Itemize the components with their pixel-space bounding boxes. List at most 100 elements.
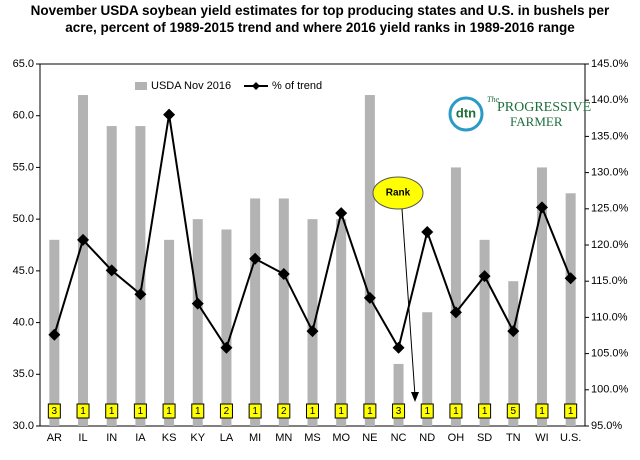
- x-tick-label: IL: [78, 432, 87, 444]
- x-tick-label: WI: [535, 432, 548, 444]
- y2-tick-label: 140.0%: [591, 94, 629, 106]
- rank-box: [506, 403, 520, 419]
- logo-text: The: [487, 95, 499, 104]
- y-tick-label: 50.0: [13, 213, 34, 225]
- rank-box: [162, 403, 176, 419]
- marker: [478, 270, 491, 283]
- rank-label: 1: [166, 406, 172, 417]
- rank-box: [133, 403, 147, 419]
- rank-label: 5: [511, 406, 517, 417]
- x-tick-label: OH: [448, 432, 465, 444]
- x-tick-label: AR: [47, 432, 62, 444]
- marker: [535, 201, 548, 214]
- rank-box: [47, 403, 61, 419]
- rank-label: 1: [568, 406, 574, 417]
- marker: [134, 288, 147, 301]
- rank-label: 3: [396, 406, 402, 417]
- rank-box: [105, 403, 119, 419]
- x-tick-label: TN: [506, 432, 521, 444]
- rank-label: 1: [424, 406, 430, 417]
- y-tick-label: 35.0: [13, 368, 34, 380]
- bar: [393, 363, 404, 426]
- y-tick-label: 55.0: [13, 161, 34, 173]
- legend-swatch: [135, 82, 147, 90]
- rank-label: 1: [109, 406, 115, 417]
- rank-label: 1: [367, 406, 373, 417]
- rank-box: [478, 403, 492, 419]
- x-tick-label: NE: [362, 432, 377, 444]
- bar: [78, 95, 89, 427]
- bar: [479, 239, 490, 426]
- rank-box: [535, 403, 549, 419]
- bar: [565, 193, 576, 426]
- y2-tick-label: 125.0%: [591, 203, 629, 215]
- x-tick-label: ND: [419, 432, 435, 444]
- x-tick-label: MI: [249, 432, 261, 444]
- rank-box: [219, 403, 233, 419]
- y2-tick-label: 95.0%: [591, 420, 622, 432]
- rank-box: [449, 403, 463, 419]
- x-tick-label: MS: [304, 432, 321, 444]
- x-tick-label: U.S.: [560, 432, 581, 444]
- rank-label: 2: [224, 406, 230, 417]
- marker: [77, 233, 90, 246]
- marker: [335, 207, 348, 220]
- rank-label: 1: [138, 406, 144, 417]
- marker: [449, 306, 462, 319]
- marker: [48, 328, 61, 341]
- logo-mark: dtn: [456, 105, 476, 120]
- rank-label: 2: [281, 406, 287, 417]
- x-tick-label: MO: [332, 432, 350, 444]
- rank-box: [392, 403, 406, 419]
- y-tick-label: 40.0: [13, 316, 34, 328]
- marker: [363, 291, 376, 304]
- x-tick-label: KS: [162, 432, 177, 444]
- rank-label: 1: [80, 406, 86, 417]
- annotation-bubble: [372, 176, 424, 210]
- bar: [278, 198, 289, 426]
- x-tick-label: MN: [275, 432, 292, 444]
- bar: [508, 281, 519, 426]
- x-tick-label: SD: [477, 432, 492, 444]
- marker: [163, 108, 176, 121]
- rank-box: [306, 403, 319, 419]
- annotation-arrowhead: [411, 392, 419, 402]
- marker: [421, 225, 434, 238]
- logo-text: FARMER: [510, 114, 563, 129]
- x-tick-label: KY: [190, 432, 205, 444]
- marker: [191, 297, 204, 310]
- rank-box: [76, 403, 90, 419]
- bar: [221, 229, 232, 426]
- y2-tick-label: 115.0%: [591, 275, 628, 287]
- bar: [422, 312, 433, 426]
- y2-tick-label: 105.0%: [591, 348, 629, 360]
- bar: [192, 219, 203, 426]
- marker: [277, 267, 290, 280]
- rank-box: [564, 403, 578, 419]
- x-tick-label: LA: [220, 432, 234, 444]
- bar: [536, 167, 547, 426]
- bar: [336, 219, 347, 426]
- y2-tick-label: 135.0%: [591, 130, 629, 142]
- y2-tick-label: 130.0%: [591, 167, 629, 179]
- y2-tick-label: 110.0%: [591, 311, 628, 323]
- rank-box: [334, 403, 348, 419]
- y2-tick-label: 120.0%: [591, 239, 629, 251]
- legend-label: USDA Nov 2016: [151, 80, 231, 92]
- legend-label: % of trend: [272, 80, 322, 92]
- bar: [364, 95, 375, 427]
- marker: [105, 264, 118, 277]
- y2-tick-label: 145.0%: [591, 58, 629, 70]
- marker: [392, 341, 405, 354]
- rank-box: [363, 403, 377, 419]
- annotation: Rank: [386, 188, 411, 199]
- marker: [306, 325, 319, 338]
- rank-box: [191, 403, 205, 419]
- bar: [307, 219, 318, 426]
- x-tick-label: NC: [391, 432, 407, 444]
- marker: [564, 272, 577, 285]
- rank-label: 1: [195, 406, 201, 417]
- bar: [135, 126, 146, 427]
